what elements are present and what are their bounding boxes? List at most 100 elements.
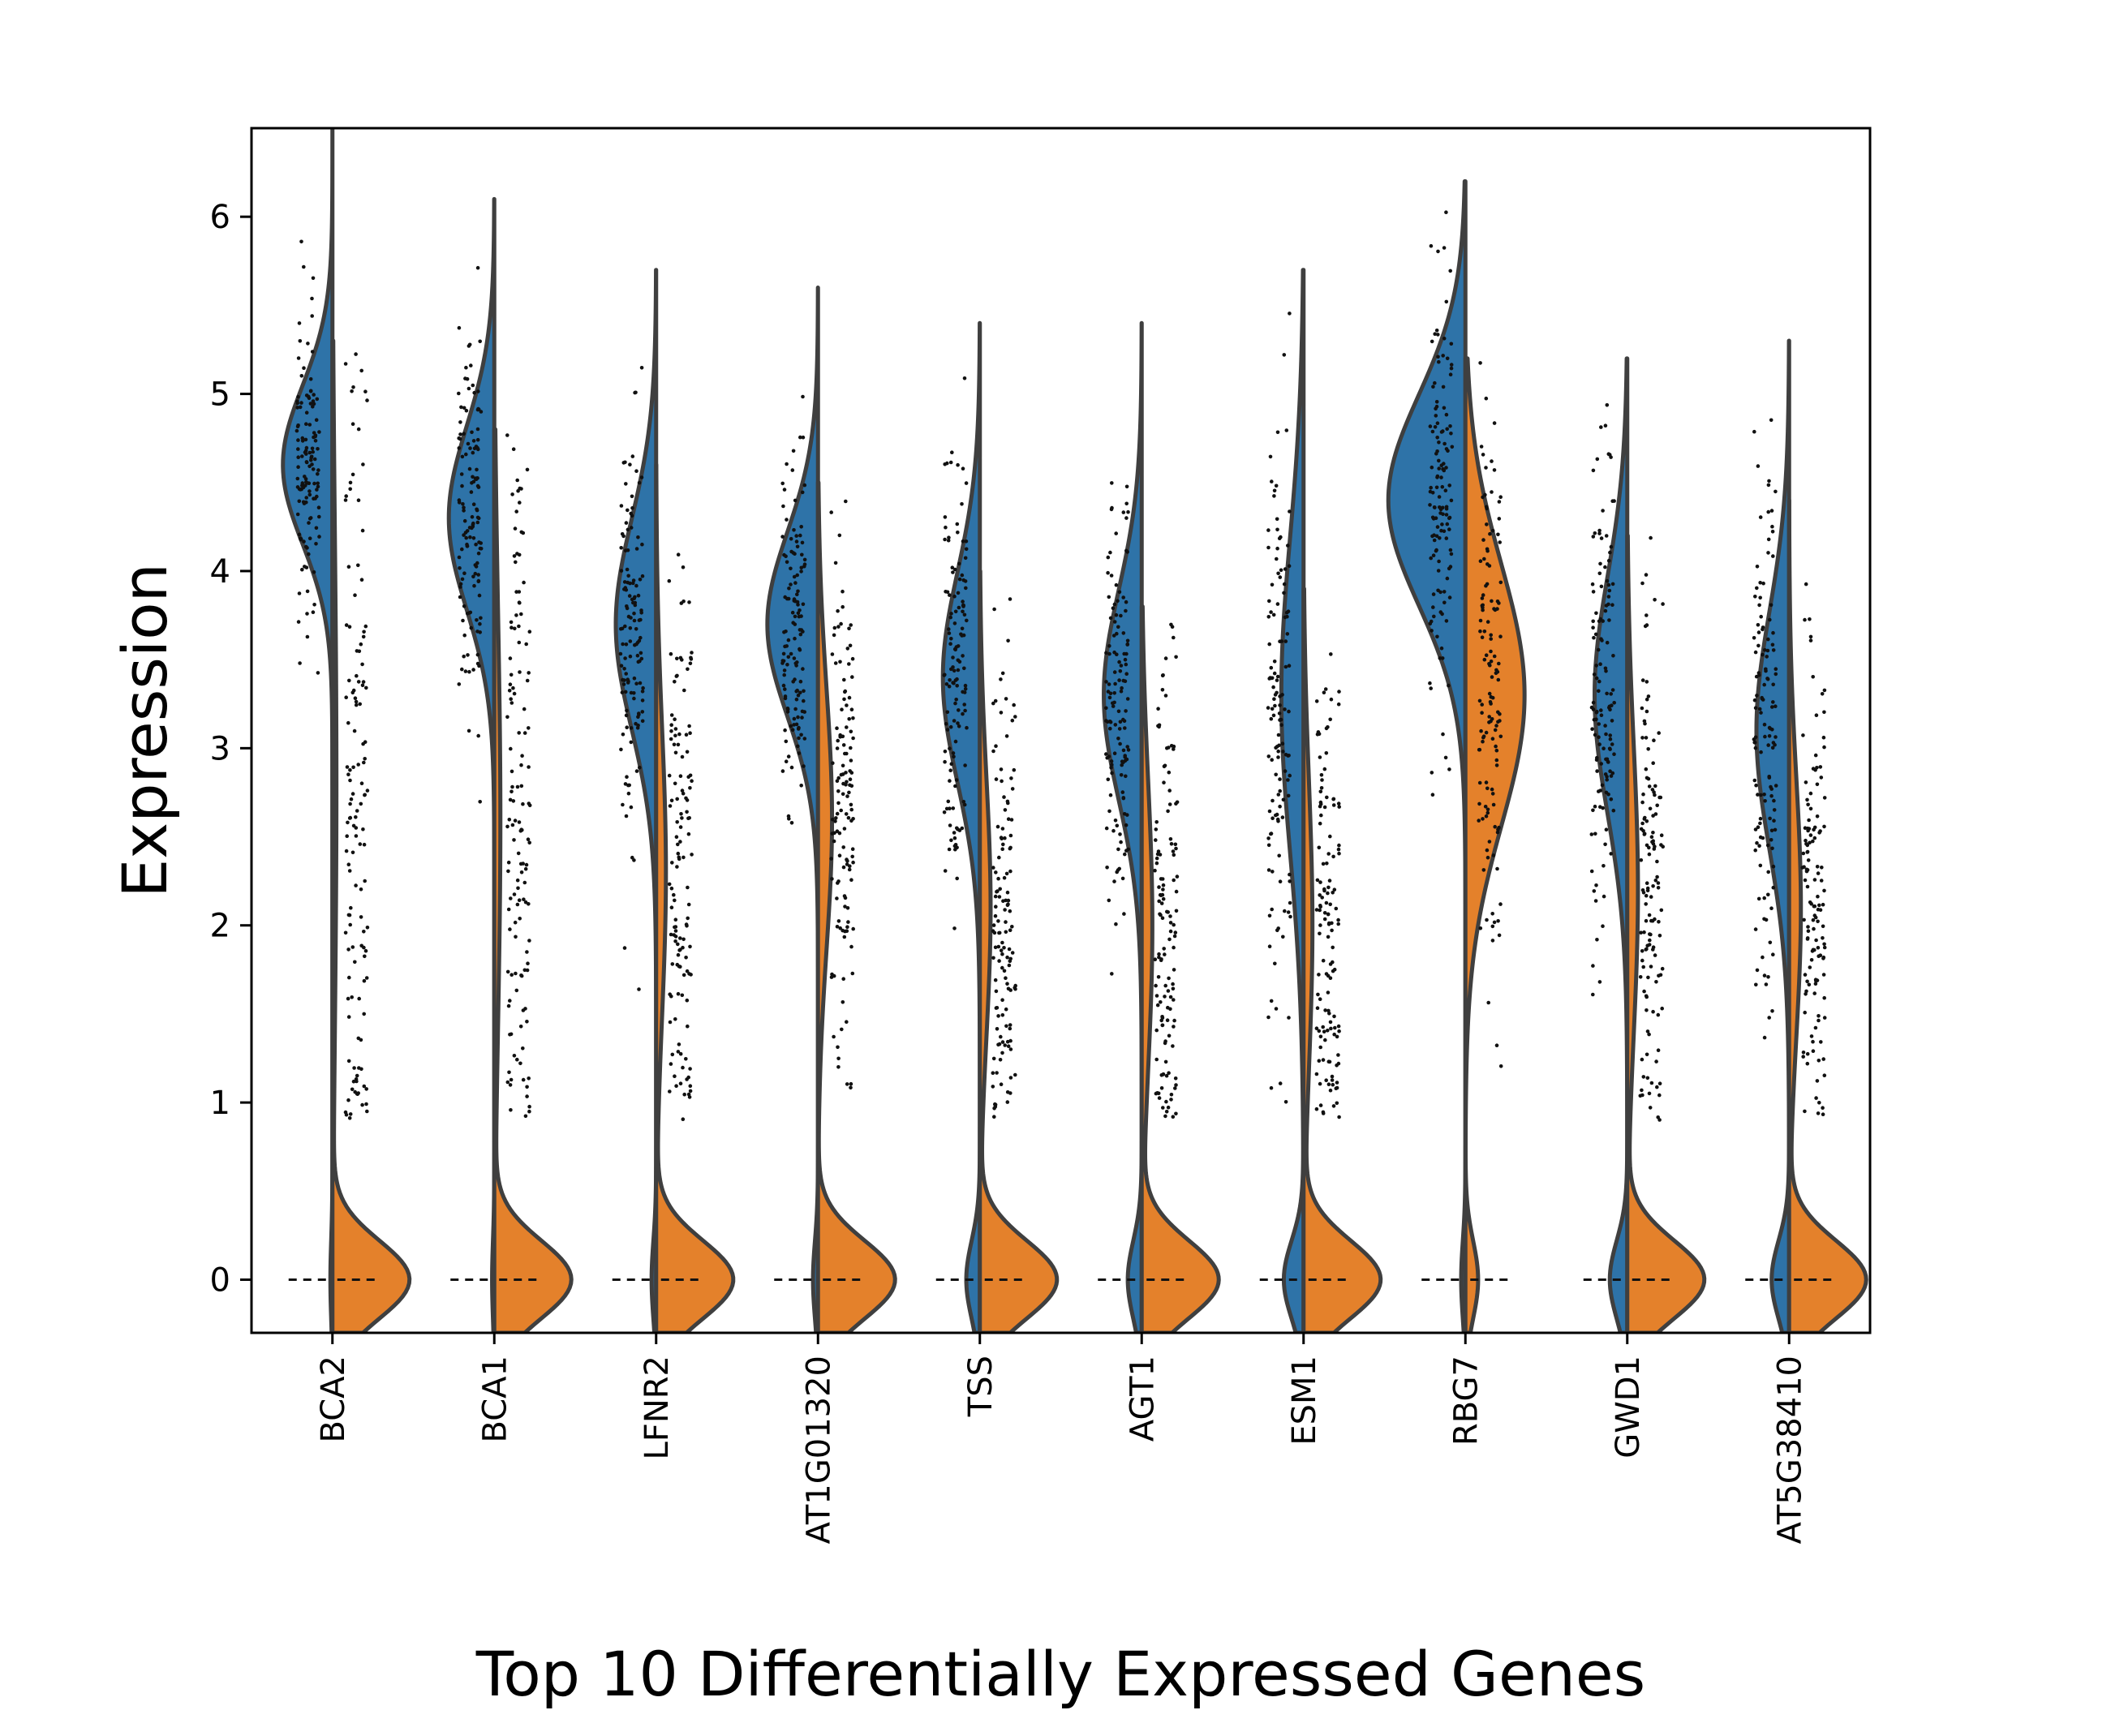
- data-point: [1272, 697, 1276, 701]
- data-point: [1485, 807, 1490, 812]
- data-point: [1174, 889, 1179, 894]
- data-point: [789, 566, 793, 571]
- data-point: [1611, 654, 1615, 658]
- data-point: [1478, 361, 1482, 365]
- data-point: [1436, 355, 1440, 359]
- data-point: [507, 1070, 511, 1075]
- data-point: [354, 699, 359, 704]
- data-point: [1605, 757, 1610, 762]
- data-point: [1822, 945, 1827, 950]
- data-point: [1591, 535, 1596, 539]
- data-point: [475, 467, 479, 472]
- data-point: [1599, 584, 1604, 589]
- data-point: [1822, 1073, 1827, 1077]
- data-point: [1803, 617, 1807, 622]
- data-point: [1645, 1076, 1650, 1081]
- data-point: [302, 539, 306, 544]
- data-point: [1640, 821, 1645, 826]
- data-point: [1276, 733, 1281, 737]
- data-point: [1591, 590, 1596, 594]
- data-point: [513, 526, 518, 531]
- data-point: [1808, 617, 1812, 621]
- data-point: [1326, 1029, 1330, 1033]
- data-point: [1643, 815, 1647, 820]
- data-point: [305, 481, 310, 485]
- data-point: [1107, 695, 1112, 700]
- data-point: [1008, 988, 1013, 992]
- data-point: [1822, 995, 1826, 1000]
- data-point: [356, 763, 361, 767]
- data-point: [1608, 769, 1612, 773]
- data-point: [1114, 531, 1118, 535]
- data-point: [1273, 961, 1277, 966]
- data-point: [992, 1115, 996, 1119]
- data-point: [1113, 819, 1118, 823]
- data-point: [782, 672, 786, 677]
- data-point: [851, 926, 855, 931]
- data-point: [952, 836, 957, 840]
- y-tick-label: 4: [210, 553, 230, 591]
- data-point: [835, 925, 840, 929]
- data-point: [521, 1046, 525, 1051]
- data-point: [1813, 982, 1818, 986]
- data-point: [1168, 929, 1173, 934]
- data-point: [1173, 1076, 1178, 1081]
- data-point: [1314, 1072, 1319, 1076]
- data-point: [525, 968, 530, 973]
- data-point: [1275, 517, 1279, 522]
- data-point: [313, 434, 317, 439]
- data-point: [964, 586, 968, 591]
- data-point: [1000, 1013, 1005, 1017]
- data-point: [1766, 509, 1770, 514]
- data-point: [952, 831, 957, 835]
- data-point: [1638, 975, 1643, 979]
- data-point: [1322, 911, 1327, 915]
- data-point: [1491, 802, 1496, 807]
- data-point: [1822, 942, 1826, 947]
- data-point: [1430, 771, 1434, 775]
- data-point: [1756, 793, 1760, 797]
- data-point: [681, 937, 686, 942]
- data-point: [792, 528, 796, 532]
- data-point: [468, 446, 472, 450]
- data-point: [353, 593, 357, 597]
- data-point: [1604, 827, 1609, 831]
- data-point: [1651, 945, 1656, 949]
- data-point: [1805, 797, 1809, 802]
- data-point: [1498, 1064, 1503, 1068]
- data-point: [685, 750, 690, 754]
- data-point: [1495, 830, 1500, 835]
- data-point: [999, 1082, 1004, 1086]
- data-point: [1597, 679, 1602, 684]
- data-point: [1762, 973, 1767, 978]
- data-point: [466, 441, 471, 446]
- data-point: [1335, 1101, 1339, 1106]
- data-point: [472, 390, 476, 395]
- data-point: [1157, 955, 1161, 960]
- data-point: [1170, 625, 1175, 629]
- data-point: [479, 547, 484, 551]
- data-point: [845, 862, 849, 866]
- data-point: [311, 449, 316, 454]
- data-point: [1314, 1026, 1319, 1030]
- data-point: [312, 431, 316, 435]
- data-point: [684, 733, 689, 737]
- data-point: [1437, 359, 1441, 364]
- data-point: [849, 784, 854, 789]
- data-point: [638, 681, 643, 685]
- data-point: [1816, 907, 1821, 912]
- data-point: [1335, 1064, 1339, 1068]
- data-point: [1764, 667, 1768, 672]
- y-tick-label: 6: [210, 199, 230, 236]
- data-point: [790, 610, 795, 615]
- data-point: [1484, 730, 1489, 735]
- data-point: [1168, 921, 1173, 925]
- data-point: [515, 902, 520, 907]
- data-point: [313, 439, 318, 443]
- data-point: [348, 768, 352, 772]
- data-point: [1808, 634, 1813, 639]
- data-point: [1768, 940, 1773, 945]
- data-point: [1447, 767, 1451, 771]
- data-point: [1607, 618, 1611, 622]
- data-point: [845, 1082, 849, 1086]
